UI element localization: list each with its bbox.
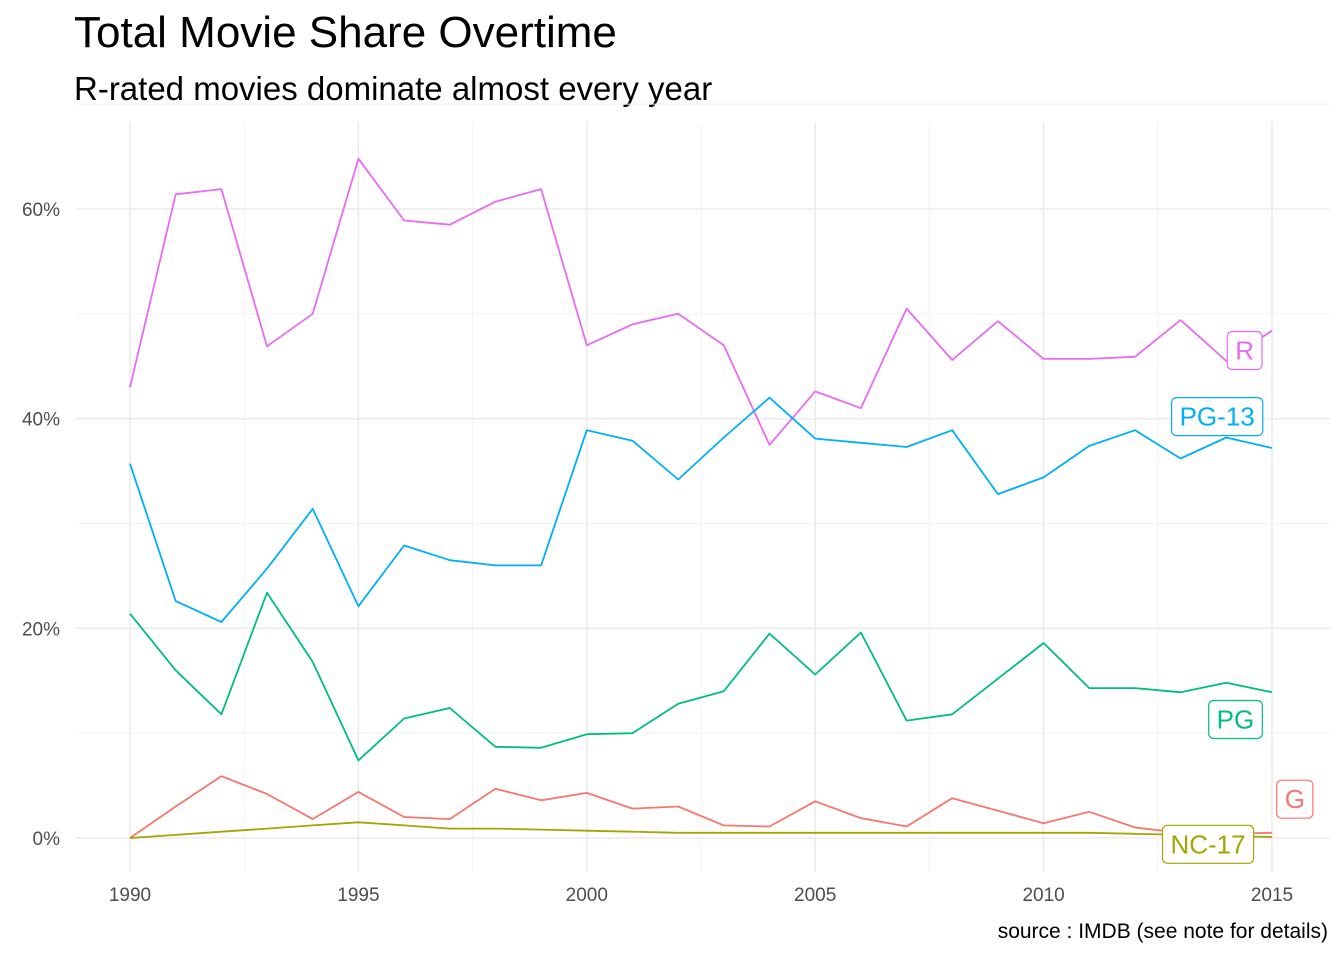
x-tick-label: 1995 bbox=[337, 885, 379, 906]
series-line-pg bbox=[129, 591, 1273, 762]
series-end-labels: R PG-13 PG G NC-17 bbox=[1161, 330, 1314, 864]
series-label-text: NC-17 bbox=[1170, 829, 1245, 859]
series-label-r: R bbox=[1226, 330, 1263, 371]
x-tick-label: 2010 bbox=[1022, 885, 1064, 906]
x-tick-label: 2015 bbox=[1251, 885, 1293, 906]
chart-caption: source : IMDB (see note for details) bbox=[997, 920, 1328, 943]
y-tick-label: 0% bbox=[33, 829, 61, 850]
chart-title: Total Movie Share Overtime bbox=[74, 8, 617, 57]
x-tick-label: 1990 bbox=[109, 885, 151, 906]
x-tick-label: 2000 bbox=[566, 885, 608, 906]
series-label-box bbox=[1276, 779, 1314, 819]
series-label-box bbox=[1161, 824, 1255, 864]
series-label-text: G bbox=[1285, 784, 1305, 814]
series-label-text: PG-13 bbox=[1180, 402, 1255, 432]
x-axis-ticks: 1990 1995 2000 2005 2010 2015 bbox=[109, 885, 1293, 906]
series-line-g bbox=[129, 775, 1273, 839]
series-line-nc-17 bbox=[129, 821, 1273, 839]
y-tick-label: 20% bbox=[22, 619, 60, 640]
series-line-r bbox=[129, 157, 1273, 446]
chart-subtitle: R-rated movies dominate almost every yea… bbox=[74, 70, 713, 107]
series-label-box bbox=[1226, 330, 1263, 371]
y-axis-ticks: 0% 20% 40% 60% bbox=[22, 200, 60, 850]
series-label-text: R bbox=[1235, 336, 1254, 366]
grid bbox=[76, 103, 1330, 872]
series-line-pg-13 bbox=[129, 396, 1273, 623]
series-label-box bbox=[1170, 397, 1264, 437]
series-label-pg: PG bbox=[1208, 699, 1263, 740]
y-tick-label: 40% bbox=[22, 410, 60, 431]
x-tick-label: 2005 bbox=[794, 885, 836, 906]
series-label-box bbox=[1208, 699, 1263, 740]
series-lines bbox=[129, 157, 1273, 839]
series-label-g: G bbox=[1276, 779, 1314, 819]
series-label-nc-17: NC-17 bbox=[1161, 824, 1255, 864]
y-tick-label: 60% bbox=[22, 200, 60, 221]
series-label-text: PG bbox=[1217, 705, 1255, 735]
series-label-pg-13: PG-13 bbox=[1170, 397, 1264, 437]
